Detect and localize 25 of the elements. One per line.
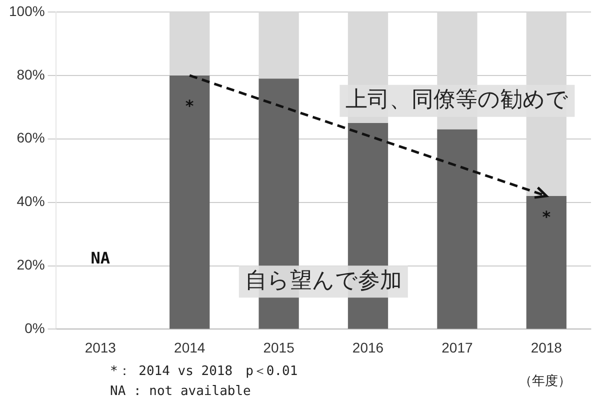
y-tick-label: 20% — [16, 256, 45, 273]
annotation: NA — [90, 248, 110, 268]
x-tick-label: 2016 — [352, 339, 384, 356]
bar — [170, 75, 210, 329]
text: *： 2014 vs 2018 p＜0.01 — [110, 363, 298, 381]
annotation: * — [184, 96, 194, 116]
y-tick-label: 100% — [8, 2, 45, 19]
x-axis-title: （年度） — [519, 373, 571, 390]
y-tick-label: 60% — [16, 130, 45, 146]
x-tick-label: 2014 — [174, 339, 206, 356]
x-tick-label: 2013 — [84, 339, 116, 356]
y-tick-label: 40% — [16, 193, 45, 210]
y-tick-label: 80% — [16, 66, 45, 82]
x-tick-label: 2017 — [442, 339, 473, 356]
annotation: * — [542, 207, 552, 226]
series-label: 自ら望んで参加 — [244, 268, 402, 294]
x-tick-label: 2018 — [530, 339, 562, 356]
y-tick-label: 0% — [24, 320, 45, 336]
bar — [526, 196, 566, 329]
bar — [170, 12, 210, 76]
bar — [437, 129, 478, 329]
series-label: 上司、同僚等の勧めで — [346, 88, 569, 113]
bar — [258, 12, 299, 79]
text: NA : not available — [110, 383, 252, 401]
x-tick-label: 2015 — [263, 339, 295, 356]
